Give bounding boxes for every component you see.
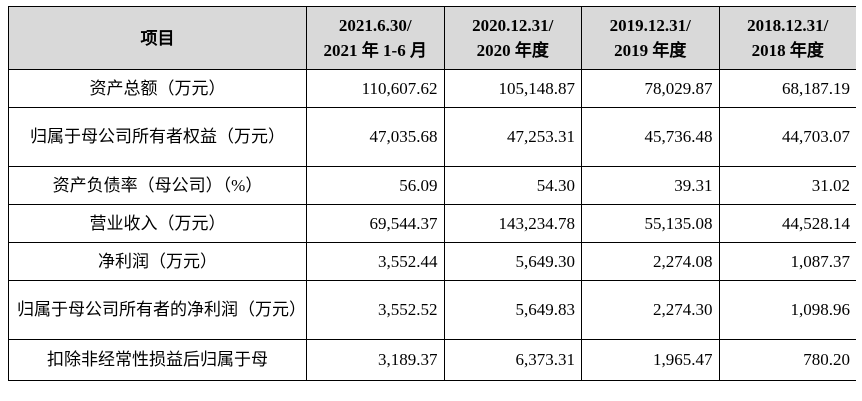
cell-value: 3,189.37 — [306, 339, 445, 381]
cell-value: 3,552.44 — [306, 242, 445, 281]
cell-value: 143,234.78 — [443, 204, 582, 243]
table-row: 资产总额（万元） 110,607.62 105,148.87 78,029.87… — [8, 69, 856, 108]
table-row: 净利润（万元） 3,552.44 5,649.30 2,274.08 1,087… — [8, 242, 856, 281]
cell-value: 110,607.62 — [306, 69, 445, 108]
financial-summary-table: 项目 2021.6.30/2021 年 1-6 月 2020.12.31/202… — [8, 6, 856, 381]
cell-value: 105,148.87 — [443, 69, 582, 108]
header-period-line1: 2021.6.30/ — [338, 16, 412, 35]
header-period: 2018.12.31/2018 年度 — [718, 6, 856, 70]
cell-value: 31.02 — [718, 166, 856, 205]
table-row: 归属于母公司所有者的净利润（万元） 3,552.52 5,649.83 2,27… — [8, 280, 856, 340]
financial-summary-sheet: 项目 2021.6.30/2021 年 1-6 月 2020.12.31/202… — [8, 6, 856, 401]
cell-value: 1,965.47 — [581, 339, 720, 381]
cell-value: 69,544.37 — [306, 204, 445, 243]
header-item: 项目 — [8, 6, 307, 70]
header-period: 2020.12.31/2020 年度 — [443, 6, 582, 70]
header-period-line2: 2021 年 1-6 月 — [323, 41, 427, 60]
cell-value: 5,649.30 — [443, 242, 582, 281]
row-label: 扣除非经常性损益后归属于母 — [8, 339, 307, 381]
row-label: 营业收入（万元） — [8, 204, 307, 243]
header-period-line1: 2018.12.31/ — [747, 16, 829, 35]
cell-value: 54.30 — [443, 166, 582, 205]
header-period: 2021.6.30/2021 年 1-6 月 — [306, 6, 445, 70]
cell-value: 78,029.87 — [581, 69, 720, 108]
table-row: 归属于母公司所有者权益（万元） 47,035.68 47,253.31 45,7… — [8, 107, 856, 167]
cell-value: 1,087.37 — [718, 242, 856, 281]
cell-value: 3,552.52 — [306, 280, 445, 340]
cell-value: 6,373.31 — [443, 339, 582, 381]
row-label: 资产总额（万元） — [8, 69, 307, 108]
header-period-line2: 2020 年度 — [476, 41, 549, 60]
cell-value: 47,035.68 — [306, 107, 445, 167]
cell-value: 2,274.08 — [581, 242, 720, 281]
row-label: 归属于母公司所有者的净利润（万元） — [8, 280, 307, 340]
row-label: 归属于母公司所有者权益（万元） — [8, 107, 307, 167]
header-period-line2: 2019 年度 — [614, 41, 687, 60]
cell-value: 44,528.14 — [718, 204, 856, 243]
header-period-line1: 2019.12.31/ — [609, 16, 691, 35]
cell-value: 45,736.48 — [581, 107, 720, 167]
header-item-label: 项目 — [140, 28, 175, 48]
header-period: 2019.12.31/2019 年度 — [581, 6, 720, 70]
cell-value: 780.20 — [718, 339, 856, 381]
cell-value: 68,187.19 — [718, 69, 856, 108]
header-period-line1: 2020.12.31/ — [472, 16, 554, 35]
row-label: 净利润（万元） — [8, 242, 307, 281]
table-row: 扣除非经常性损益后归属于母 3,189.37 6,373.31 1,965.47… — [8, 339, 856, 381]
cell-value: 55,135.08 — [581, 204, 720, 243]
table-row: 营业收入（万元） 69,544.37 143,234.78 55,135.08 … — [8, 204, 856, 243]
cell-value: 47,253.31 — [443, 107, 582, 167]
cell-value: 5,649.83 — [443, 280, 582, 340]
header-row: 项目 2021.6.30/2021 年 1-6 月 2020.12.31/202… — [8, 6, 856, 70]
cell-value: 56.09 — [306, 166, 445, 205]
cell-value: 39.31 — [581, 166, 720, 205]
cell-value: 1,098.96 — [718, 280, 856, 340]
header-period-line2: 2018 年度 — [751, 41, 824, 60]
table-row: 资产负债率（母公司）（%） 56.09 54.30 39.31 31.02 — [8, 166, 856, 205]
cell-value: 2,274.30 — [581, 280, 720, 340]
row-label: 资产负债率（母公司）（%） — [8, 166, 307, 205]
cell-value: 44,703.07 — [718, 107, 856, 167]
